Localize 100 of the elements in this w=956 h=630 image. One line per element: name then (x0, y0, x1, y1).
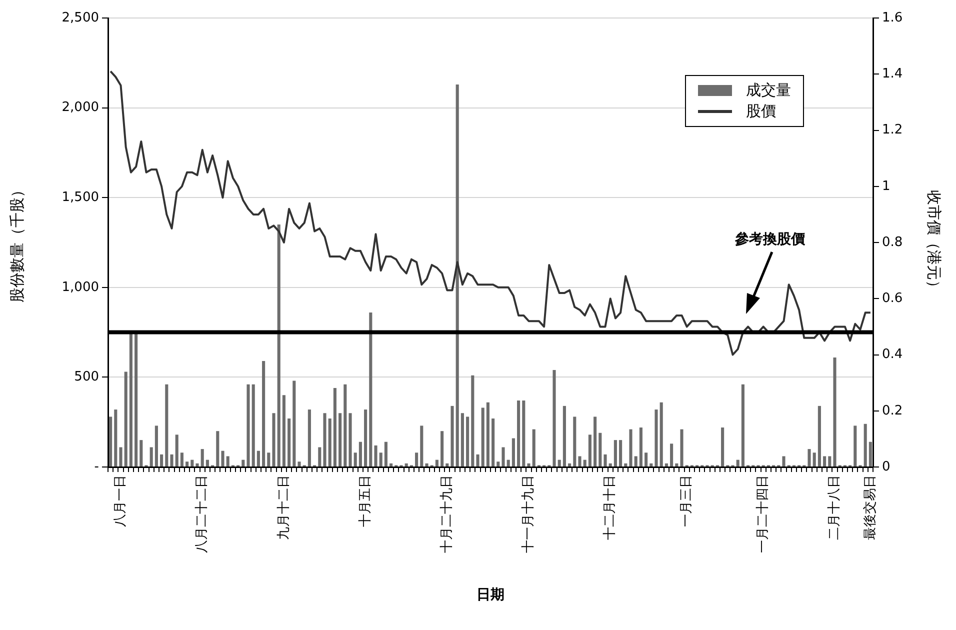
bar (446, 463, 449, 466)
bar (736, 460, 740, 466)
y2-tick-label: 1.4 (882, 66, 903, 82)
bar (348, 413, 352, 466)
bar (481, 408, 484, 466)
bar (619, 440, 622, 466)
bar (629, 429, 632, 466)
bar (119, 447, 122, 466)
bar (134, 332, 138, 466)
bar (252, 384, 255, 466)
x-tick-label: 一月三日 (679, 475, 694, 527)
y2-tick-label: 0.2 (882, 403, 903, 418)
bar (578, 456, 582, 466)
bar (379, 452, 382, 466)
bar (496, 462, 500, 466)
bar (420, 426, 424, 466)
bar (298, 462, 301, 466)
bar (864, 424, 867, 466)
y-tick-label: 1,500 (62, 190, 99, 205)
bar (242, 460, 245, 466)
x-tick-label: 九月十二日 (276, 475, 292, 540)
bar (124, 372, 128, 466)
bar (440, 431, 444, 466)
bar (154, 426, 158, 466)
bar (369, 312, 372, 466)
legend-label: 股價 (746, 102, 776, 121)
legend-label: 成交量 (746, 81, 791, 100)
bar (109, 416, 112, 466)
bar (323, 413, 326, 466)
bar (721, 427, 724, 466)
bar (165, 384, 168, 466)
bar (476, 454, 480, 466)
bar (374, 445, 378, 466)
bar (292, 380, 296, 466)
bar (140, 440, 143, 466)
bar (277, 224, 280, 466)
bar (486, 402, 490, 466)
bar (200, 449, 204, 466)
y2-axis-title: 收市價（港元） (925, 190, 944, 295)
bar (517, 400, 520, 466)
bar (206, 460, 209, 466)
bar (828, 456, 832, 466)
bar (660, 402, 663, 466)
bar (450, 406, 454, 466)
bar (522, 400, 526, 466)
x-tick-label: 十月二十九日 (440, 475, 455, 553)
y-axis-title: 股份數量（千股） (8, 182, 26, 302)
bar (868, 442, 872, 466)
bar (562, 406, 566, 466)
x-tick-label: 八月一日 (113, 475, 128, 527)
bar (282, 395, 286, 466)
bar (415, 452, 418, 466)
bar (226, 456, 230, 466)
y-tick-label: 1,000 (62, 280, 99, 295)
bar (527, 463, 530, 466)
bar (573, 416, 576, 466)
y-tick-label: 2,000 (62, 100, 99, 116)
annotation: 參考換股價 (734, 230, 806, 248)
bar (471, 375, 474, 466)
y2-tick-label: 0.4 (882, 347, 903, 362)
bar (404, 463, 408, 466)
bar (594, 416, 597, 466)
bar (328, 418, 332, 466)
bar (634, 456, 638, 466)
bar (502, 447, 505, 466)
bar (114, 410, 118, 466)
bar (812, 452, 816, 466)
bar (568, 463, 572, 466)
bar (460, 413, 464, 466)
bar (246, 384, 250, 466)
bar (639, 427, 642, 466)
bar (466, 416, 470, 466)
x-tick-label: 最後交易日 (862, 475, 878, 540)
bar (741, 384, 744, 466)
bar (267, 452, 270, 466)
bar (823, 456, 826, 466)
y2-tick-label: 0.8 (882, 234, 903, 250)
x-tick-label: 十月五日 (358, 475, 373, 527)
y2-tick-label: 0 (882, 459, 890, 474)
bar (256, 450, 260, 466)
bar (221, 450, 224, 466)
bar (196, 463, 199, 466)
y-tick-label: - (94, 459, 100, 474)
bar (288, 418, 291, 466)
bar (558, 460, 561, 466)
bar (384, 442, 388, 466)
bar (818, 406, 821, 466)
bar (216, 431, 220, 466)
bar (358, 442, 362, 466)
bar (492, 418, 495, 466)
x-tick-label: 十一月十九日 (521, 475, 536, 553)
bar (644, 452, 648, 466)
bar (390, 463, 393, 466)
bar (180, 452, 184, 466)
bar (186, 462, 189, 466)
bar (532, 429, 536, 466)
bar (175, 434, 178, 466)
bar (344, 384, 347, 466)
bar (364, 410, 368, 466)
bar (675, 463, 678, 466)
